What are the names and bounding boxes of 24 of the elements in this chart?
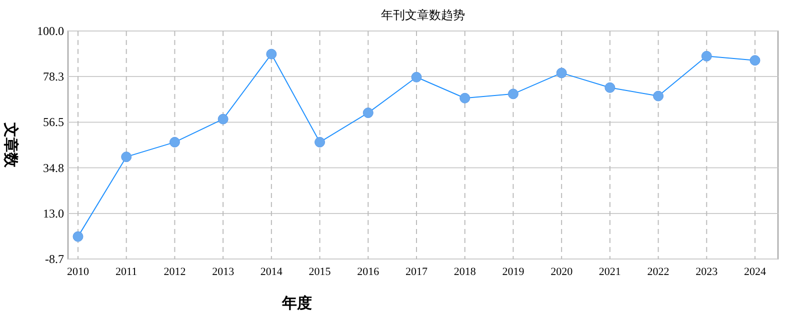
y-tick-label: 56.5 [43,115,64,130]
y-tick-label: 78.3 [43,70,64,84]
y-axis-title: 文章数 [2,122,20,168]
x-axis-title: 年度 [281,294,312,312]
x-tick-label: 2012 [164,266,186,278]
x-tick-label: 2014 [260,266,283,278]
x-tick-label: 2015 [308,266,332,278]
x-tick-label: 2022 [647,266,670,278]
x-tick-label: 2019 [502,266,525,278]
y-tick-label: 34.8 [43,160,64,175]
x-tick-label: 2016 [357,266,380,278]
x-tick-label: 2024 [744,266,766,278]
y-tick-label: -8.7 [45,252,64,266]
chart-title: 年刊文章数趋势 [381,8,465,22]
x-tick-label: 2020 [550,266,574,278]
x-tick-label: 2023 [696,266,718,278]
x-tick-label: 2013 [212,266,235,278]
x-tick-label: 2017 [406,266,428,278]
y-tick-label: 100.0 [37,24,64,38]
x-tick-label: 2011 [116,266,138,278]
x-tick-label: 2010 [67,266,90,278]
x-tick-label: 2021 [598,266,621,278]
y-tick-label: 13.0 [43,206,64,220]
x-tick-label: 2018 [454,266,476,278]
